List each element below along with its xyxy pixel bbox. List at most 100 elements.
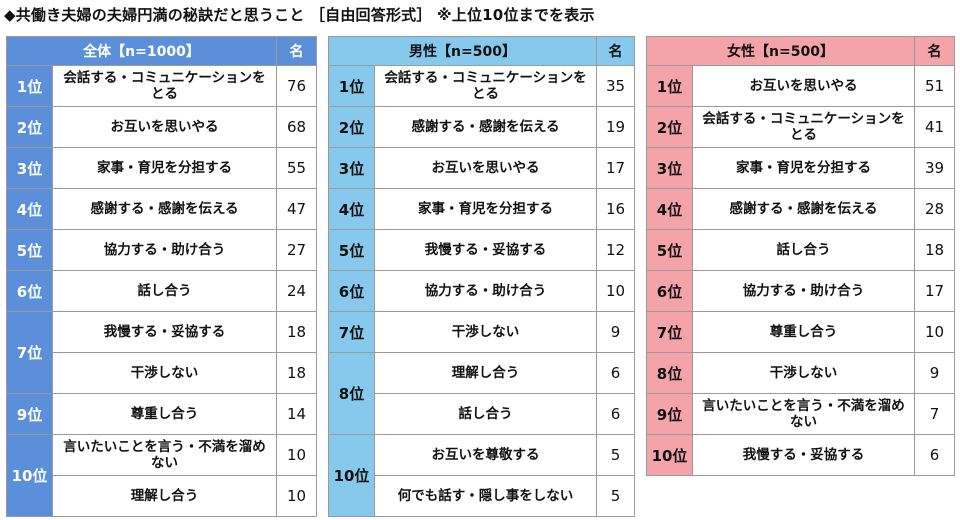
item-cell: 感謝する・感謝を伝える: [51, 188, 278, 230]
rank-cell: 6位: [6, 270, 53, 312]
table-row: 1位 お互いを思いやる 51: [646, 65, 956, 107]
count-cell: 10: [276, 434, 318, 476]
rank-cell: 3位: [328, 147, 375, 189]
count-cell: 6: [596, 393, 636, 435]
table-row: 3位 家事・育児を分担する 39: [646, 147, 956, 189]
table-row: 4位 感謝する・感謝を伝える 47: [6, 188, 318, 230]
table-row: 1位 会話する・コミュニケーションをとる 76: [6, 65, 318, 107]
table-row: 6位 協力する・助け合う 10: [328, 270, 636, 312]
count-cell: 6: [596, 352, 636, 394]
rank-cell: 10位: [328, 434, 375, 517]
count-cell: 18: [276, 311, 318, 353]
item-cell: 我慢する・妥協する: [373, 229, 598, 271]
rank-cell: 7位: [646, 311, 693, 353]
item-cell: 理解し合う: [51, 475, 278, 517]
rank-cell: 3位: [6, 147, 53, 189]
table-row: 2位 お互いを思いやる 68: [6, 106, 318, 148]
count-cell: 19: [596, 106, 636, 148]
item-cell: 何でも話す・隠し事をしない: [373, 475, 598, 517]
count-cell: 16: [596, 188, 636, 230]
item-cell: 家事・育児を分担する: [51, 147, 278, 189]
item-cell: 尊重し合う: [51, 393, 278, 435]
table-row: 干渉しない 18: [7, 352, 318, 394]
count-header: 名: [596, 36, 636, 66]
item-cell: 言いたいことを言う・不満を溜めない: [691, 393, 916, 435]
count-cell: 18: [276, 352, 318, 394]
item-cell: 家事・育児を分担する: [373, 188, 598, 230]
item-cell: 干渉しない: [373, 311, 598, 353]
rank-cell: 5位: [646, 229, 693, 271]
rank-cell: 5位: [6, 229, 53, 271]
item-cell: 言いたいことを言う・不満を溜めない: [51, 434, 278, 476]
count-cell: 39: [914, 147, 956, 189]
count-cell: 9: [914, 352, 956, 394]
rank-cell: 10位: [6, 434, 53, 517]
table-row: 4位 家事・育児を分担する 16: [328, 188, 636, 230]
item-cell: 感謝する・感謝を伝える: [691, 188, 916, 230]
table-row: 5位 話し合う 18: [646, 229, 956, 271]
count-cell: 14: [276, 393, 318, 435]
table-row: 7位 尊重し合う 10: [646, 311, 956, 353]
item-cell: 協力する・助け合う: [51, 229, 278, 271]
rank-cell: 4位: [646, 188, 693, 230]
rank-cell: 10位: [646, 434, 693, 476]
table-row: 5位 協力する・助け合う 27: [6, 229, 318, 271]
count-cell: 41: [914, 106, 956, 148]
rank-cell: 1位: [6, 65, 53, 107]
rank-cell: 1位: [646, 65, 693, 107]
rank-cell: 8位: [646, 352, 693, 394]
count-cell: 24: [276, 270, 318, 312]
table-header-row: 男性【n=500】 名: [327, 36, 636, 66]
table-row: 3位 家事・育児を分担する 55: [6, 147, 318, 189]
count-cell: 51: [914, 65, 956, 107]
rank-cell: 2位: [6, 106, 53, 148]
item-cell: お互いを思いやる: [51, 106, 278, 148]
count-cell: 12: [596, 229, 636, 271]
item-cell: 家事・育児を分担する: [691, 147, 916, 189]
header-female: 女性【n=500】: [645, 36, 916, 66]
count-cell: 17: [596, 147, 636, 189]
item-cell: 協力する・助け合う: [373, 270, 598, 312]
table-row: 9位 尊重し合う 14: [6, 393, 318, 435]
rank-cell: 2位: [646, 106, 693, 148]
count-cell: 9: [596, 311, 636, 353]
count-cell: 35: [596, 65, 636, 107]
item-cell: 会話する・コミュニケーションをとる: [373, 65, 598, 107]
count-cell: 10: [914, 311, 956, 353]
rank-cell: 4位: [328, 188, 375, 230]
table-row: 4位 感謝する・感謝を伝える 28: [646, 188, 956, 230]
item-cell: お互いを尊敬する: [373, 434, 598, 476]
ranking-table-female: 女性【n=500】 名 1位 お互いを思いやる 51 2位 会話する・コミュニケーショ…: [645, 36, 956, 476]
count-cell: 47: [276, 188, 318, 230]
item-cell: 理解し合う: [373, 352, 598, 394]
table-row: 8位 理解し合う 6: [328, 352, 636, 435]
item-cell: 感謝する・感謝を伝える: [373, 106, 598, 148]
table-row: 1位 会話する・コミュニケーションをとる 35: [328, 65, 636, 107]
table-row: 5位 我慢する・妥協する 12: [328, 229, 636, 271]
item-cell: 干渉しない: [51, 352, 278, 394]
rank-cell: 9位: [6, 393, 53, 435]
rank-cell: 6位: [328, 270, 375, 312]
count-cell: 68: [276, 106, 318, 148]
table-header-row: 全体【n=1000】 名: [5, 36, 318, 66]
count-cell: 5: [596, 475, 636, 517]
table-row: 10位 我慢する・妥協する 6: [646, 434, 956, 476]
ranking-table-all: 全体【n=1000】 名 1位 会話する・コミュニケーションをとる 76 2位 お互い…: [5, 36, 318, 517]
table-row: 6位 協力する・助け合う 17: [646, 270, 956, 312]
rank-cell: 3位: [646, 147, 693, 189]
header-all: 全体【n=1000】: [5, 36, 278, 66]
item-cell: 会話する・コミュニケーションをとる: [51, 65, 278, 107]
table-row: 2位 感謝する・感謝を伝える 19: [328, 106, 636, 148]
table-row: 9位 言いたいことを言う・不満を溜めない 7: [646, 393, 956, 435]
page-title: ◆共働き夫婦の夫婦円満の秘訣だと思うこと ［自由回答形式］ ※上位10位までを表…: [4, 6, 595, 24]
rank-cell: 6位: [646, 270, 693, 312]
table-row: 10位 お互いを尊敬する 5: [328, 434, 636, 517]
table-row: 3位 お互いを思いやる 17: [328, 147, 636, 189]
header-male: 男性【n=500】: [327, 36, 598, 66]
table-row: 理解し合う 10: [7, 475, 318, 517]
rank-cell: 5位: [328, 229, 375, 271]
count-cell: 55: [276, 147, 318, 189]
rank-cell: 2位: [328, 106, 375, 148]
rank-cell: 7位: [328, 311, 375, 353]
count-cell: 10: [276, 475, 318, 517]
